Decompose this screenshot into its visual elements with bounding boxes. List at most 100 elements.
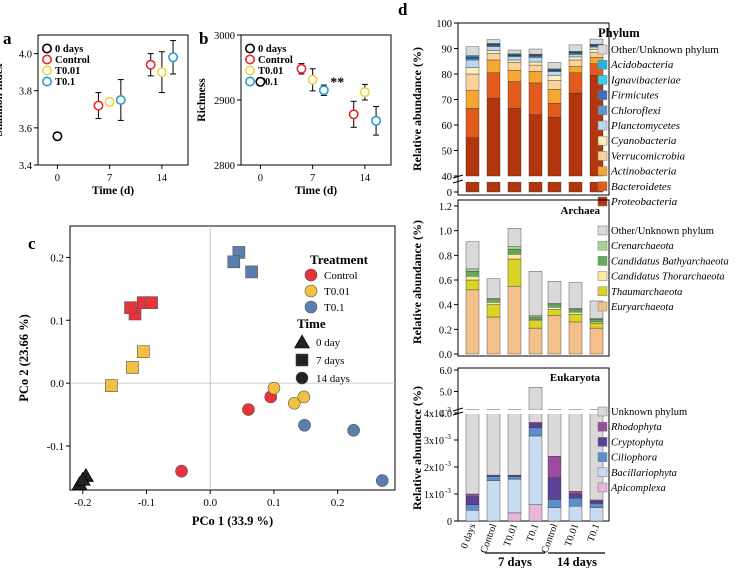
legend-label: Rhodophyta [610, 422, 662, 433]
legend-marker [295, 371, 309, 385]
category-label: 0 days [459, 522, 478, 550]
legend-label: Apicomplexa [610, 483, 666, 494]
legend-label: Bacteroidetes [611, 181, 671, 193]
y-tick-exponent: -3 [445, 406, 451, 414]
bar-segment [486, 476, 501, 481]
bar-segment [507, 478, 522, 514]
ordination-point [136, 345, 150, 359]
bar-segment [568, 181, 583, 193]
legend-swatch [597, 196, 608, 207]
y-axis-label: Richness [196, 78, 208, 122]
y-tick-label: 2x10 [424, 463, 444, 474]
ordination-point [347, 423, 360, 437]
y-tick-label: 0.2 [439, 325, 452, 336]
bar-segment [568, 72, 583, 94]
bar-segment [507, 62, 522, 71]
panel-label-a: a [3, 29, 12, 48]
bar-segment [528, 181, 543, 193]
category-label: T0.1 [586, 522, 603, 543]
axis-break-mark [452, 407, 464, 412]
category-label: T0.01 [502, 522, 520, 548]
ordination-point [124, 301, 137, 315]
bar-segment [465, 268, 480, 272]
bar-segment [547, 181, 562, 193]
ordination-point [298, 418, 311, 432]
bar-segment [465, 510, 480, 522]
y-tick-label: 0.8 [439, 251, 452, 262]
legend-swatch [597, 44, 608, 55]
y-axis-label: Shannon index [0, 63, 5, 136]
bar-segment [547, 306, 562, 310]
panel-title: Eukaryota [550, 372, 601, 384]
data-point [318, 85, 329, 96]
legend-label: Actinobacteria [610, 166, 677, 178]
legend-label: Ignavibacteriae [610, 74, 681, 86]
ordination-point [297, 390, 311, 404]
bar-segment [465, 181, 480, 193]
bar-segment [528, 504, 543, 522]
bar-segment [528, 422, 543, 425]
bar-segment [547, 456, 562, 479]
significance-mark: ** [330, 75, 344, 90]
ordination-point [267, 381, 281, 395]
x-tick-label: 7 [310, 173, 315, 184]
bar-segment [507, 285, 522, 355]
bar-segment [528, 61, 543, 66]
bar-segment [568, 321, 583, 355]
bar-segment [486, 412, 501, 476]
bar-segment [486, 278, 501, 299]
bar-segment [568, 54, 583, 58]
axis-break-gap [459, 410, 608, 414]
bar-segment [465, 493, 480, 497]
bar-segment [486, 302, 501, 305]
bar-segment [465, 271, 480, 277]
bar-segment [465, 137, 480, 177]
legend-marker [41, 54, 52, 65]
legend-marker [293, 334, 311, 349]
legend-title-treatment: Treatment [310, 252, 369, 267]
legend-swatch [597, 59, 608, 70]
bar-segment [465, 279, 480, 291]
legend-label: Crenarchaeota [611, 241, 674, 252]
legend-label: 7 days [316, 355, 344, 367]
bar-segment [486, 50, 501, 54]
bar-segment [465, 108, 480, 138]
data-point [104, 96, 115, 107]
bar-segment [547, 412, 562, 457]
data-point [115, 95, 126, 106]
bar-segment [507, 248, 522, 255]
bar-segment [547, 71, 562, 76]
legend-swatch [597, 90, 608, 100]
bar-segment [465, 241, 480, 270]
bar-segment [528, 271, 543, 316]
legend-label: Control [55, 55, 90, 66]
bar-segment [465, 73, 480, 91]
legend-swatch [597, 406, 608, 417]
legend-label: T0.1 [258, 77, 278, 88]
bar-segment [465, 289, 480, 355]
bar-segment [486, 480, 501, 522]
bar-segment [528, 64, 543, 72]
bar-segment [528, 327, 543, 355]
y-tick-label: 1.0 [439, 227, 452, 238]
data-point [145, 59, 156, 70]
bar-segment [547, 281, 562, 304]
bar-segment [486, 72, 501, 99]
y-tick-label: 3000 [214, 31, 235, 42]
bar-segment [568, 314, 583, 323]
legend-swatch [597, 421, 608, 432]
legend-swatch [597, 482, 608, 493]
bar-segment [547, 315, 562, 355]
y-tick-exponent: -3 [445, 460, 451, 468]
plot-frame [69, 225, 396, 491]
category-label: Control [479, 522, 500, 555]
y-tick-label: 100 [436, 19, 452, 30]
bar-segment [528, 48, 543, 55]
legend-marker [304, 268, 318, 282]
y-tick-label: 1.2 [439, 202, 452, 213]
bar-segment [507, 253, 522, 260]
plot-frame [457, 22, 610, 196]
y-tick-label: 60 [442, 121, 453, 132]
legend-label: Cryptophyta [611, 437, 664, 448]
y-tick-label: 0.0 [50, 378, 64, 390]
